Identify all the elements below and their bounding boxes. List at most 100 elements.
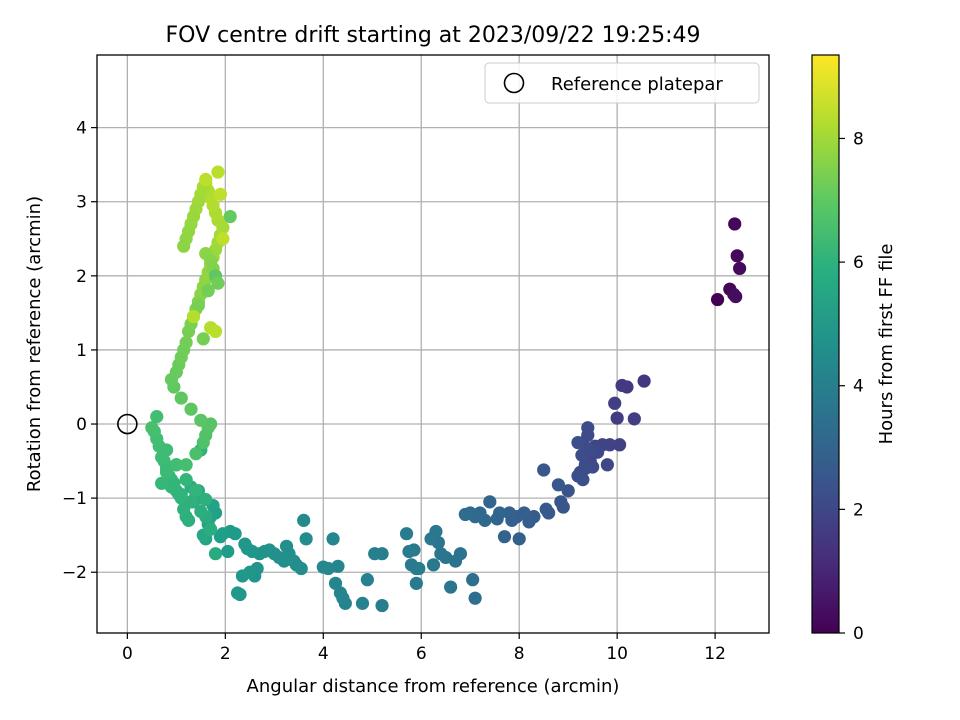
data-point [502,506,517,520]
data-point [174,391,188,405]
data-point [355,596,370,610]
colorbar: 0 2 4 6 8 Hours from first FF file [811,54,897,644]
data-point [539,502,553,516]
data-point [204,522,218,536]
data-point [458,507,472,522]
data-point [155,476,169,490]
reference-platepar-marker [117,413,138,435]
data-point [211,276,225,290]
data-point [637,374,651,388]
data-point [426,558,441,572]
x-axis-label: Angular distance from reference (arcmin) [247,676,620,697]
data-point [145,421,159,435]
data-point [184,495,198,509]
data-point [184,402,198,416]
y-tick-label: 3 [76,193,87,213]
data-point [150,410,164,424]
data-point [279,539,294,553]
data-point [537,463,551,477]
data-point [730,249,744,263]
data-point [402,544,416,559]
data-point [179,458,193,472]
data-point [326,532,340,546]
data-point [238,537,252,551]
y-tick-label: −1 [62,489,87,509]
data-point [468,591,482,605]
data-point [466,573,480,587]
x-tick-label: 6 [416,644,427,664]
data-point [191,298,205,313]
data-point [196,332,210,346]
data-point [728,217,742,231]
data-point [733,261,747,276]
data-point [583,443,597,457]
x-tick-label: 2 [220,644,231,664]
data-point [551,478,565,492]
legend: Reference platepar [484,62,760,104]
data-point [179,473,193,487]
x-tick-label: 12 [704,644,726,664]
data-point [159,465,174,479]
data-point [360,573,374,587]
y-tick-label: 1 [76,341,87,361]
data-point [189,484,203,498]
data-point [483,495,497,509]
y-axis-ticks: −2 −1 0 1 2 3 4 [62,119,97,583]
data-point [189,447,203,461]
data-point [576,473,590,487]
data-point [299,532,313,546]
data-point [710,292,725,307]
data-point [213,530,228,544]
data-point [399,527,414,541]
data-point [444,580,458,594]
data-point [211,165,225,179]
data-point [613,438,627,452]
data-point [368,547,382,561]
colorbar-label: Hours from first FF file [876,244,897,445]
data-point [608,396,622,410]
data-point [297,513,311,527]
y-tick-label: 4 [76,119,87,139]
data-point [221,544,235,559]
data-point [627,412,641,426]
colorbar-gradient [811,54,840,634]
data-point [186,309,201,324]
data-point [512,532,526,546]
data-point [216,232,230,246]
data-point [600,458,614,472]
data-point [409,576,423,590]
data-point [235,569,250,583]
data-point [177,239,191,253]
data-point [610,411,624,425]
data-point [208,324,223,339]
data-point [554,495,568,509]
data-point [213,187,228,201]
data-point [571,435,585,450]
y-axis-label: Rotation from reference (arcmin) [24,196,45,492]
plot-frame [96,54,770,634]
x-tick-label: 8 [514,644,525,664]
data-point [490,512,504,526]
colorbar-tick-label: 6 [853,253,864,273]
data-point [578,461,592,476]
data-point [208,547,223,561]
data-point [223,209,237,224]
colorbar-tick-label: 0 [853,624,864,644]
data-point [729,289,743,304]
data-point [434,547,448,561]
data-point [230,586,245,600]
data-point [179,335,193,350]
colorbar-tick-label: 4 [853,377,864,397]
colorbar-ticks: 0 2 4 6 8 [839,129,864,644]
x-tick-label: 0 [122,644,133,664]
colorbar-tick-label: 2 [853,500,864,520]
data-point [497,530,512,544]
x-axis-ticks: 0 2 4 6 8 10 12 [122,633,726,664]
x-tick-label: 4 [318,644,329,664]
legend-marker-icon [503,72,525,94]
legend-entry: Reference platepar [551,74,723,95]
data-point [375,598,389,613]
data-point [615,378,629,393]
data-point [174,487,188,502]
